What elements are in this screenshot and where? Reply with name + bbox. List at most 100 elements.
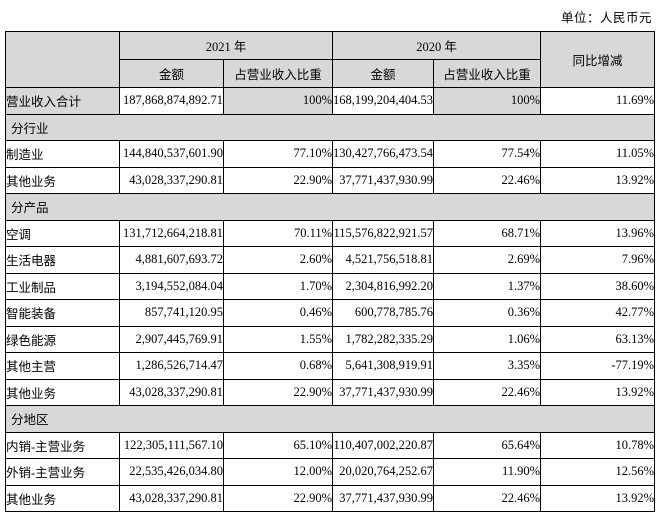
share-2021-cell: 1.55% [222, 325, 334, 353]
table-row: 其他业务 43,028,337,290.81 22.90% 37,771,437,93… [5, 378, 656, 406]
share-2021-header: 占营业收入比重 [222, 59, 334, 88]
row-label-cell: 外销-主营业务 [5, 458, 120, 486]
share-2021-cell: 0.46% [222, 299, 334, 327]
row-label-cell: 营业收入合计 [5, 87, 120, 115]
header-row-years: 2021 年 2020 年 同比增减 [5, 31, 656, 88]
yoy-header: 同比增减 [540, 31, 656, 88]
currency-unit-label: 单位：人民币元 [560, 11, 652, 25]
yoy-cell: 42.77% [540, 299, 656, 327]
table-row: 其他主营 1,286,526,714.47 0.68% 5,641,308,919.9… [5, 352, 656, 380]
yoy-cell: -77.19% [540, 352, 656, 380]
table-row: 智能装备 857,741,120.95 0.46% 600,778,785.76 0.3… [5, 299, 656, 327]
share-2020-cell: 100% [433, 87, 542, 115]
share-2020-cell: 22.46% [433, 484, 542, 512]
yoy-cell: 12.56% [540, 458, 656, 486]
share-2021-cell: 1.70% [222, 272, 334, 300]
table-row: 内销-主营业务 122,305,111,567.10 65.10% 110,407,0… [5, 431, 656, 459]
amount-2021-cell: 857,741,120.95 [119, 299, 224, 327]
year-2020-header: 2020 年 [332, 31, 542, 60]
amount-2021-cell: 4,881,607,693.72 [119, 246, 224, 274]
year-2021-header: 2021 年 [118, 31, 334, 60]
share-2020-cell: 22.46% [433, 378, 542, 406]
amount-2020-header: 金额 [332, 59, 435, 88]
share-2020-cell: 1.37% [433, 272, 542, 300]
amount-2020-cell: 20,020,764,252.67 [332, 458, 435, 486]
amount-2020-cell: 5,641,308,919.91 [332, 352, 435, 380]
amount-2020-cell: 130,427,766,473.54 [332, 140, 435, 168]
share-2020-cell: 1.06% [433, 325, 542, 353]
row-label-cell: 其他业务 [5, 166, 120, 194]
share-2021-cell: 100% [222, 87, 334, 115]
section-label: 分行业 [4, 113, 656, 141]
amount-2021-cell: 1,286,526,714.47 [119, 352, 224, 380]
amount-2020-cell: 115,576,822,921.57 [332, 219, 435, 247]
amount-2021-header: 金额 [119, 59, 224, 88]
amount-2020-cell: 600,778,785.76 [332, 299, 435, 327]
amount-2020-cell: 2,304,816,992.20 [332, 272, 435, 300]
share-2020-cell: 0.36% [433, 299, 542, 327]
share-2020-cell: 22.46% [433, 166, 542, 194]
amount-2021-cell: 122,305,111,567.10 [119, 431, 224, 459]
table-row: 工业制品 3,194,552,084.04 1.70% 2,304,816,992.2… [5, 272, 656, 300]
share-2021-cell: 65.10% [222, 431, 334, 459]
table-row: 外销-主营业务 22,535,426,034.80 12.00% 20,020,764… [5, 458, 656, 486]
share-2020-cell: 68.71% [433, 219, 542, 247]
amount-2021-cell: 144,840,537,601.90 [119, 140, 224, 168]
amount-2020-cell: 110,407,002,220.87 [332, 431, 435, 459]
yoy-cell: 11.69% [540, 87, 656, 115]
section-row: 分行业 [4, 113, 656, 141]
share-2021-cell: 70.11% [222, 219, 334, 247]
table-row: 制造业 144,840,537,601.90 77.10% 130,427,766,4… [5, 140, 656, 168]
amount-2021-cell: 22,535,426,034.80 [119, 458, 224, 486]
row-label-cell: 工业制品 [5, 272, 120, 300]
table-header: 2021 年 2020 年 同比增减 金额 占营业收入比重 金额 占营业收入比重 [5, 31, 656, 88]
share-2020-header: 占营业收入比重 [433, 59, 542, 88]
share-2020-cell: 65.64% [433, 431, 542, 459]
share-2020-cell: 77.54% [433, 140, 542, 168]
amount-2021-cell: 2,907,445,769.91 [119, 325, 224, 353]
table-row: 生活电器 4,881,607,693.72 2.60% 4,521,756,518.8… [5, 246, 656, 274]
amount-2021-cell: 43,028,337,290.81 [119, 378, 224, 406]
yoy-cell: 38.60% [540, 272, 656, 300]
row-label-cell: 制造业 [5, 140, 120, 168]
share-2020-cell: 3.35% [433, 352, 542, 380]
share-2020-cell: 2.69% [433, 246, 542, 274]
amount-2020-cell: 1,782,282,335.29 [332, 325, 435, 353]
row-label-cell: 智能装备 [5, 299, 120, 327]
row-label-cell: 其他主营 [5, 352, 120, 380]
amount-2020-cell: 37,771,437,930.99 [332, 378, 435, 406]
table-row: 营业收入合计 187,868,874,892.71 100% 168,199,204,… [5, 87, 656, 115]
share-2021-cell: 22.90% [222, 166, 334, 194]
yoy-cell: 13.92% [540, 484, 656, 512]
row-label-cell: 其他业务 [5, 484, 120, 512]
row-label-cell: 其他业务 [5, 378, 120, 406]
section-row: 分产品 [4, 193, 656, 221]
table-row: 绿色能源 2,907,445,769.91 1.55% 1,782,282,335.2… [5, 325, 656, 353]
corner-cell [5, 31, 120, 88]
amount-2020-cell: 37,771,437,930.99 [332, 166, 435, 194]
yoy-cell: 13.92% [540, 378, 656, 406]
amount-2020-cell: 4,521,756,518.81 [332, 246, 435, 274]
share-2021-cell: 12.00% [222, 458, 334, 486]
share-2021-cell: 22.90% [222, 378, 334, 406]
amount-2021-cell: 3,194,552,084.04 [119, 272, 224, 300]
table-body: 营业收入合计 187,868,874,892.71 100% 168,199,204,… [4, 87, 656, 512]
share-2021-cell: 77.10% [222, 140, 334, 168]
row-label-cell: 内销-主营业务 [5, 431, 120, 459]
row-label-cell: 生活电器 [5, 246, 120, 274]
yoy-cell: 63.13% [540, 325, 656, 353]
yoy-cell: 10.78% [540, 431, 656, 459]
revenue-breakdown-table: 2021 年 2020 年 同比增减 金额 占营业收入比重 金额 占营业收入比重… [4, 31, 656, 512]
share-2021-cell: 2.60% [222, 246, 334, 274]
table-row: 其他业务 43,028,337,290.81 22.90% 37,771,437,93… [5, 166, 656, 194]
amount-2021-cell: 131,712,664,218.81 [119, 219, 224, 247]
amount-2021-cell: 43,028,337,290.81 [119, 484, 224, 512]
amount-2020-cell: 168,199,204,404.53 [332, 87, 435, 115]
yoy-cell: 13.92% [540, 166, 656, 194]
share-2021-cell: 0.68% [222, 352, 334, 380]
section-label: 分地区 [4, 405, 656, 433]
table-row: 其他业务 43,028,337,290.81 22.90% 37,771,437,93… [5, 484, 656, 512]
header-row-measures: 金额 占营业收入比重 金额 占营业收入比重 [6, 59, 655, 88]
amount-2021-cell: 187,868,874,892.71 [119, 87, 224, 115]
yoy-cell: 11.05% [540, 140, 656, 168]
